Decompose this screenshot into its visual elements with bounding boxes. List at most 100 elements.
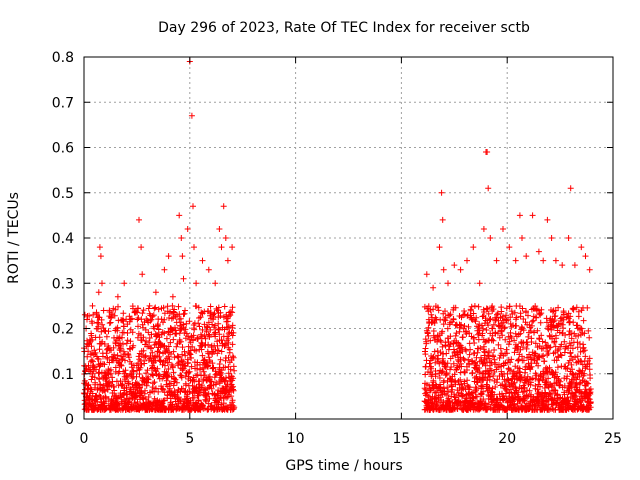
x-tick-label: 20 — [498, 431, 516, 447]
data-point — [111, 351, 118, 358]
data-point — [183, 320, 190, 327]
data-point — [548, 235, 555, 241]
data-point — [96, 244, 103, 251]
data-point — [230, 387, 237, 394]
data-point — [564, 365, 571, 372]
data-point — [99, 280, 105, 287]
data-point — [453, 330, 460, 337]
data-point — [200, 365, 207, 372]
data-point — [513, 314, 520, 321]
data-point — [557, 317, 564, 324]
data-point — [490, 306, 497, 313]
data-point — [475, 324, 482, 331]
data-point — [467, 307, 474, 314]
data-point — [485, 310, 492, 317]
data-point — [176, 212, 183, 219]
data-point — [173, 343, 180, 350]
data-point — [559, 262, 566, 269]
data-point — [105, 328, 112, 335]
data-point — [140, 307, 147, 314]
data-point — [540, 352, 547, 359]
data-point — [141, 360, 148, 367]
data-point — [216, 226, 223, 232]
data-point — [148, 316, 155, 323]
data-point — [205, 400, 212, 407]
data-point — [209, 360, 216, 367]
data-point — [540, 257, 547, 264]
data-point — [142, 387, 148, 394]
data-point — [117, 361, 124, 368]
data-point — [466, 361, 473, 368]
data-point — [458, 321, 465, 328]
data-point — [89, 302, 96, 309]
data-point — [195, 320, 202, 327]
data-point — [230, 375, 237, 382]
data-point — [461, 308, 468, 314]
data-point — [224, 257, 231, 264]
data-point — [569, 345, 576, 352]
data-point — [86, 312, 93, 319]
data-point — [511, 337, 518, 344]
data-point — [129, 329, 136, 336]
data-point — [495, 317, 502, 324]
data-point — [573, 376, 580, 383]
data-point — [484, 406, 491, 413]
data-point — [205, 341, 212, 348]
data-point — [586, 390, 593, 396]
data-point — [181, 348, 188, 355]
data-point — [472, 318, 479, 325]
data-point — [202, 335, 209, 342]
data-point — [480, 388, 487, 395]
data-point — [145, 394, 152, 400]
data-point — [465, 356, 472, 363]
data-point — [88, 357, 95, 364]
data-point — [527, 328, 534, 334]
data-point — [100, 307, 107, 314]
data-point — [143, 370, 150, 377]
x-tick-label: 10 — [287, 431, 305, 447]
data-point — [445, 346, 452, 353]
data-point — [560, 325, 567, 332]
data-point — [565, 397, 572, 404]
data-point — [505, 341, 512, 348]
data-point — [519, 235, 525, 241]
data-point — [139, 271, 146, 278]
data-point — [576, 386, 583, 393]
data-point — [175, 394, 182, 401]
data-point — [149, 349, 156, 356]
data-point — [501, 324, 508, 331]
data-point — [199, 352, 206, 359]
data-point — [97, 396, 104, 403]
data-point — [500, 319, 507, 326]
data-point — [184, 226, 191, 232]
data-point — [560, 309, 567, 316]
data-point — [88, 386, 95, 393]
data-point — [206, 354, 212, 361]
data-point — [505, 376, 512, 383]
data-point — [490, 337, 497, 344]
data-point — [124, 337, 131, 344]
data-point — [490, 353, 497, 360]
data-point — [519, 305, 526, 312]
data-point — [182, 307, 188, 314]
data-point — [476, 321, 483, 328]
data-point — [85, 348, 92, 355]
data-point — [164, 359, 171, 366]
data-point — [110, 344, 117, 351]
data-point — [215, 320, 222, 327]
data-point — [524, 341, 531, 348]
data-point — [570, 306, 577, 313]
data-point — [459, 393, 465, 400]
data-point — [201, 387, 208, 394]
data-points — [80, 58, 594, 413]
data-point — [435, 307, 442, 314]
data-point — [444, 384, 451, 391]
data-point — [191, 394, 197, 401]
data-point — [167, 331, 174, 338]
data-point — [486, 373, 493, 380]
data-point — [227, 308, 234, 315]
data-point — [452, 304, 459, 311]
data-point — [218, 337, 225, 344]
data-point — [582, 253, 589, 260]
data-point — [166, 385, 173, 392]
